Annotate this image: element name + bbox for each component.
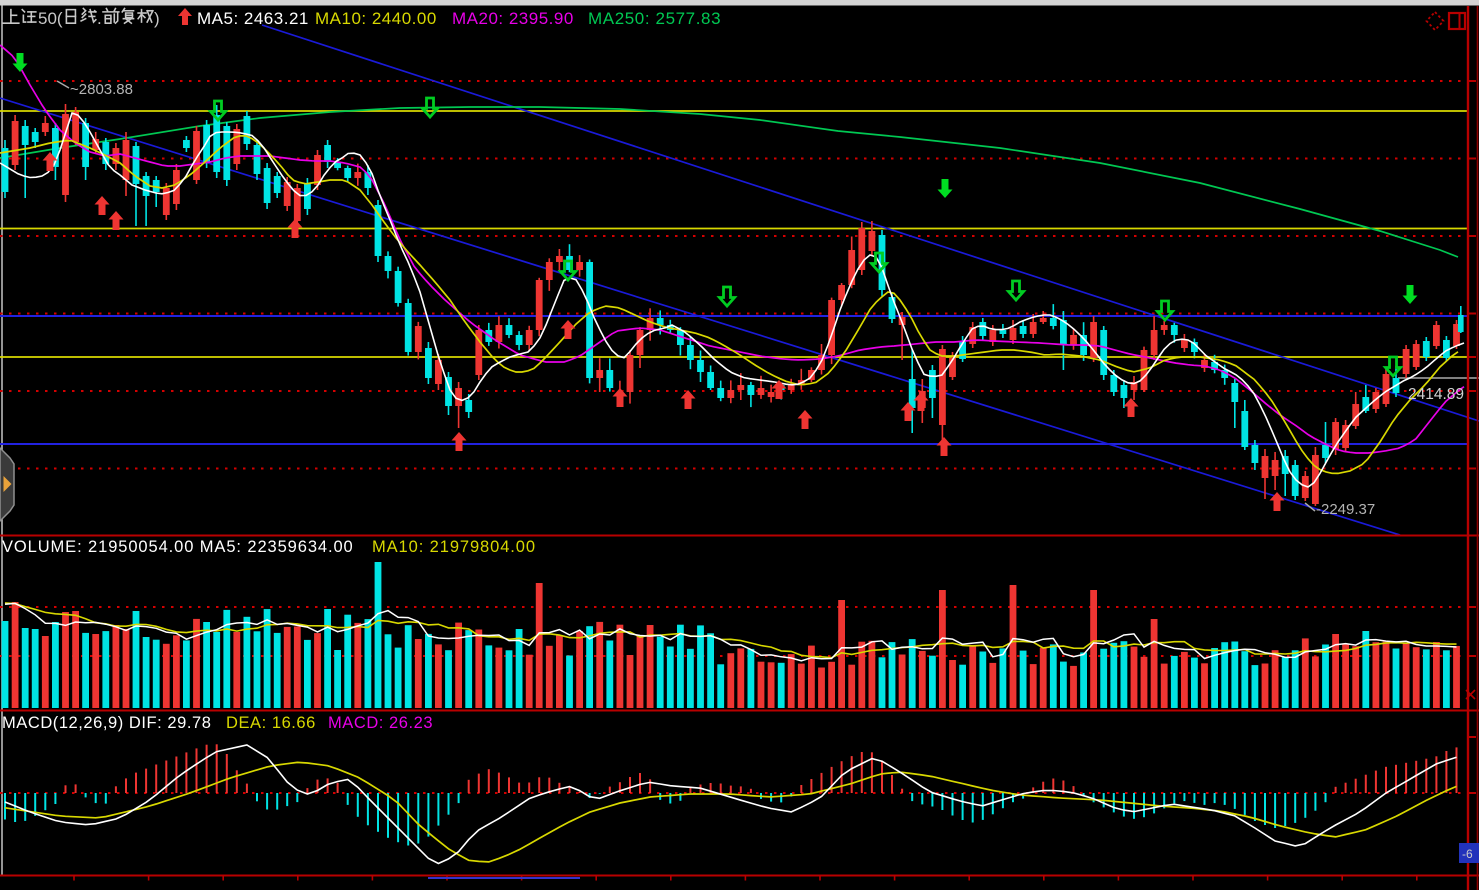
svg-text:MA5: 2463.21: MA5: 2463.21: [197, 9, 309, 28]
svg-text:MA250: 2577.83: MA250: 2577.83: [588, 9, 721, 28]
svg-text:MA10: 21979804.00: MA10: 21979804.00: [372, 538, 536, 556]
svg-text:DEA: 16.66: DEA: 16.66: [226, 714, 316, 732]
svg-text:): ): [154, 9, 160, 28]
svg-text:.: .: [97, 9, 102, 28]
svg-text:MA20: 2395.90: MA20: 2395.90: [452, 9, 574, 28]
svg-text:-6: -6: [1462, 847, 1473, 861]
svg-text:50(: 50(: [38, 9, 63, 28]
svg-text:~2803.88: ~2803.88: [70, 81, 133, 98]
svg-text:VOLUME: 21950054.00 MA5: 2235: VOLUME: 21950054.00 MA5: 22359634.00: [2, 538, 354, 556]
svg-text:-2249.37: -2249.37: [1316, 501, 1375, 518]
svg-text:2414.89: 2414.89: [1408, 386, 1464, 403]
svg-text:MACD: 26.23: MACD: 26.23: [328, 714, 433, 732]
svg-text:MA10: 2440.00: MA10: 2440.00: [315, 9, 437, 28]
svg-text:MACD(12,26,9) DIF: 29.78: MACD(12,26,9) DIF: 29.78: [2, 714, 211, 732]
